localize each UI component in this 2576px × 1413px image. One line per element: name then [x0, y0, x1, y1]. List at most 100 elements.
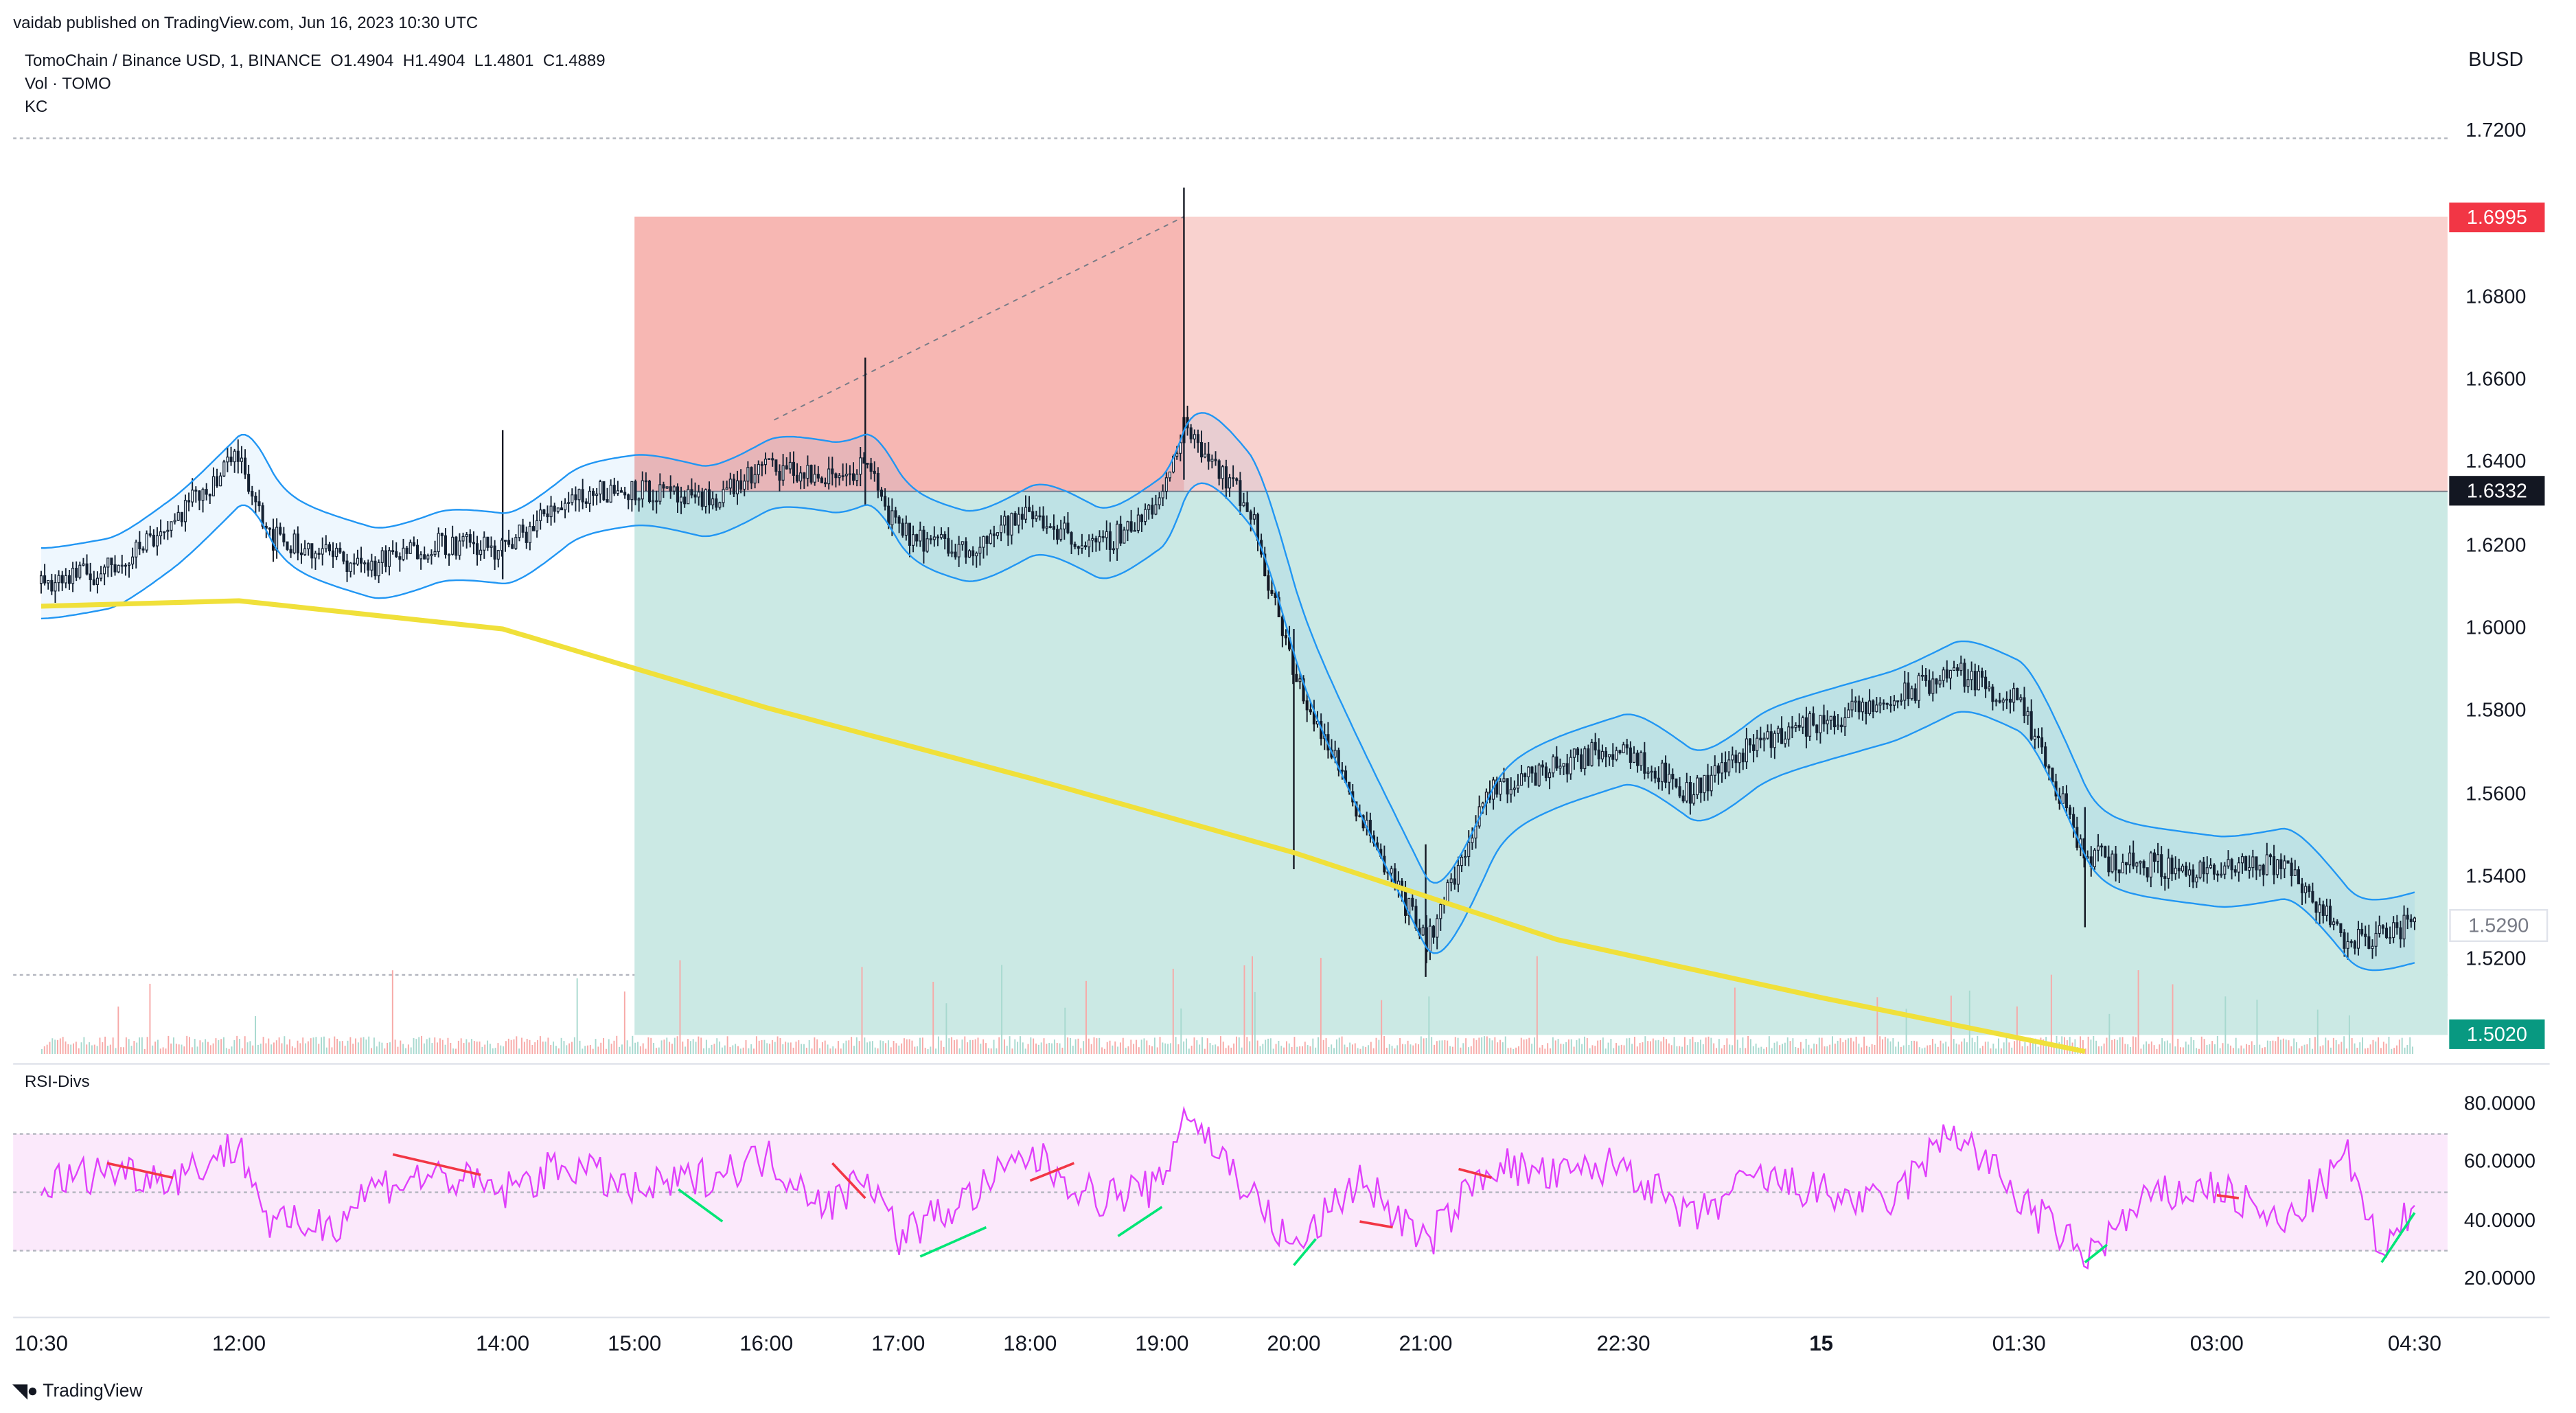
candle-body — [1671, 774, 1675, 780]
tradingview-logo[interactable]: ◥● TradingView — [13, 1380, 142, 1401]
volume-bar — [1444, 1040, 1446, 1055]
volume-bar — [1401, 1044, 1403, 1055]
volume-bar — [1188, 1048, 1190, 1055]
candle-body — [332, 550, 335, 558]
candle-body — [1773, 733, 1776, 748]
candle-body — [2364, 933, 2367, 937]
volume-bar — [917, 1046, 919, 1055]
candle-body — [57, 575, 60, 584]
volume-bar — [421, 1035, 423, 1055]
candle-body — [2100, 845, 2104, 848]
volume-bar — [199, 1040, 201, 1055]
volume-bar — [2246, 1044, 2248, 1055]
volume-bar — [1488, 1038, 1491, 1055]
rsi-legend[interactable]: RSI-Divs — [24, 1073, 90, 1092]
candle-body — [2111, 853, 2114, 873]
volume-bar — [2364, 1048, 2366, 1055]
candle-body — [1625, 744, 1629, 748]
volume-bar — [619, 1046, 621, 1055]
volume-bar — [2172, 984, 2174, 1055]
volume-bar — [1889, 1041, 1891, 1055]
candle-body — [2343, 932, 2346, 949]
candle-body — [1196, 434, 1199, 444]
time-tick-label: 03:00 — [2189, 1331, 2244, 1356]
volume-bar — [2332, 1037, 2334, 1055]
volume-bar — [576, 978, 578, 1055]
volume-bar — [1335, 1039, 1337, 1055]
volume-bar — [1766, 1047, 1767, 1055]
volume-bar — [610, 1044, 612, 1055]
volume-bar — [2016, 1006, 2018, 1055]
volume-bar — [855, 1037, 858, 1055]
candle-body — [2262, 864, 2265, 875]
volume-bar — [935, 1048, 937, 1055]
volume-bar — [940, 1040, 942, 1055]
volume-bar — [698, 1036, 700, 1055]
volume-bar — [2227, 1044, 2229, 1055]
candle-body — [1481, 803, 1484, 807]
volume-legend[interactable]: Vol · TOMO — [24, 76, 111, 94]
candle-body — [352, 562, 356, 565]
volume-bar — [621, 1044, 623, 1055]
volume-bar — [732, 1045, 734, 1055]
candle-body — [722, 489, 725, 503]
volume-bar — [439, 1038, 441, 1055]
candle-body — [1804, 717, 1808, 737]
candle-body — [1305, 700, 1309, 711]
candle-body — [1745, 738, 1748, 763]
candle-body — [869, 463, 873, 472]
volume-bar — [1140, 1039, 1142, 1055]
rsi-divergence-line — [1117, 1206, 1163, 1237]
volume-bar — [769, 1044, 771, 1055]
volume-bar — [1009, 1036, 1011, 1055]
volume-bar — [848, 1040, 850, 1055]
candle-body — [2132, 852, 2135, 867]
volume-bar — [1707, 1036, 1710, 1055]
candle-body — [996, 532, 1000, 536]
volume-bar — [1265, 1039, 1267, 1055]
candle-body — [2240, 856, 2244, 864]
volume-bar — [186, 1035, 188, 1055]
volume-bar — [1563, 1044, 1565, 1055]
candle-body — [286, 541, 289, 550]
volume-bar — [1776, 1041, 1778, 1055]
candle-body — [117, 564, 120, 573]
volume-bar — [1905, 1009, 1907, 1055]
price-tag: 1.5290 — [2449, 908, 2549, 941]
candle-body — [89, 573, 92, 580]
candle-body — [1608, 754, 1611, 758]
volume-bar — [1990, 1048, 1992, 1055]
candle-body — [163, 531, 166, 533]
volume-bar — [1805, 1038, 1807, 1055]
volume-bar — [829, 1048, 831, 1055]
volume-bar — [1981, 1046, 1983, 1055]
volume-bar — [2093, 1035, 2095, 1055]
volume-bar — [2103, 1043, 2105, 1055]
candle-body — [1245, 502, 1249, 512]
volume-bar — [639, 1046, 641, 1055]
candle-body — [2346, 941, 2349, 949]
candle-body — [299, 552, 303, 555]
candle-body — [465, 534, 468, 537]
volume-bar — [339, 1041, 341, 1055]
candle-body — [1952, 667, 1956, 671]
volume-bar — [1396, 1045, 1399, 1055]
candle-body — [2216, 873, 2220, 876]
candle-body — [1650, 770, 1653, 773]
volume-bar — [1172, 968, 1174, 1055]
kc-legend[interactable]: KC — [24, 98, 48, 117]
time-tick-label: 10:30 — [14, 1331, 69, 1356]
volume-bar — [597, 1046, 599, 1055]
volume-bar — [93, 1044, 95, 1055]
volume-bar — [700, 1037, 702, 1055]
volume-bar — [507, 1038, 509, 1055]
volume-bar — [1818, 1037, 1820, 1055]
symbol-legend[interactable]: TomoChain / Binance USD, 1, BINANCE O1.4… — [25, 53, 606, 71]
candle-body — [1832, 715, 1836, 728]
candle-body — [851, 473, 855, 481]
volume-bar — [1829, 1044, 1831, 1055]
candle-body — [75, 568, 78, 578]
candle-body — [1994, 700, 1998, 702]
candle-body — [2023, 697, 2026, 716]
